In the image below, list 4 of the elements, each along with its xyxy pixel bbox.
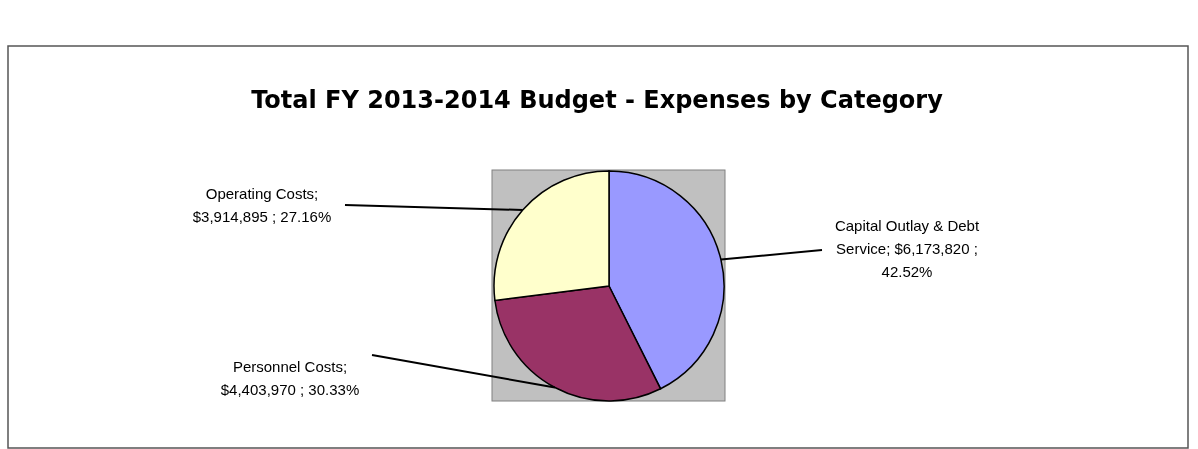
slice-label: Capital Outlay & Debt Service; $6,173,820 ; 42.52%: [834, 217, 980, 280]
slice-label: Operating Costs; $3,914,895 ; 27.16%: [192, 184, 332, 225]
chart-title: Total FY 2013-2014 Budget - Expenses by Category: [251, 86, 944, 114]
slice-label: Personnel Costs; $4,403,970 ; 30.33%: [220, 357, 360, 398]
